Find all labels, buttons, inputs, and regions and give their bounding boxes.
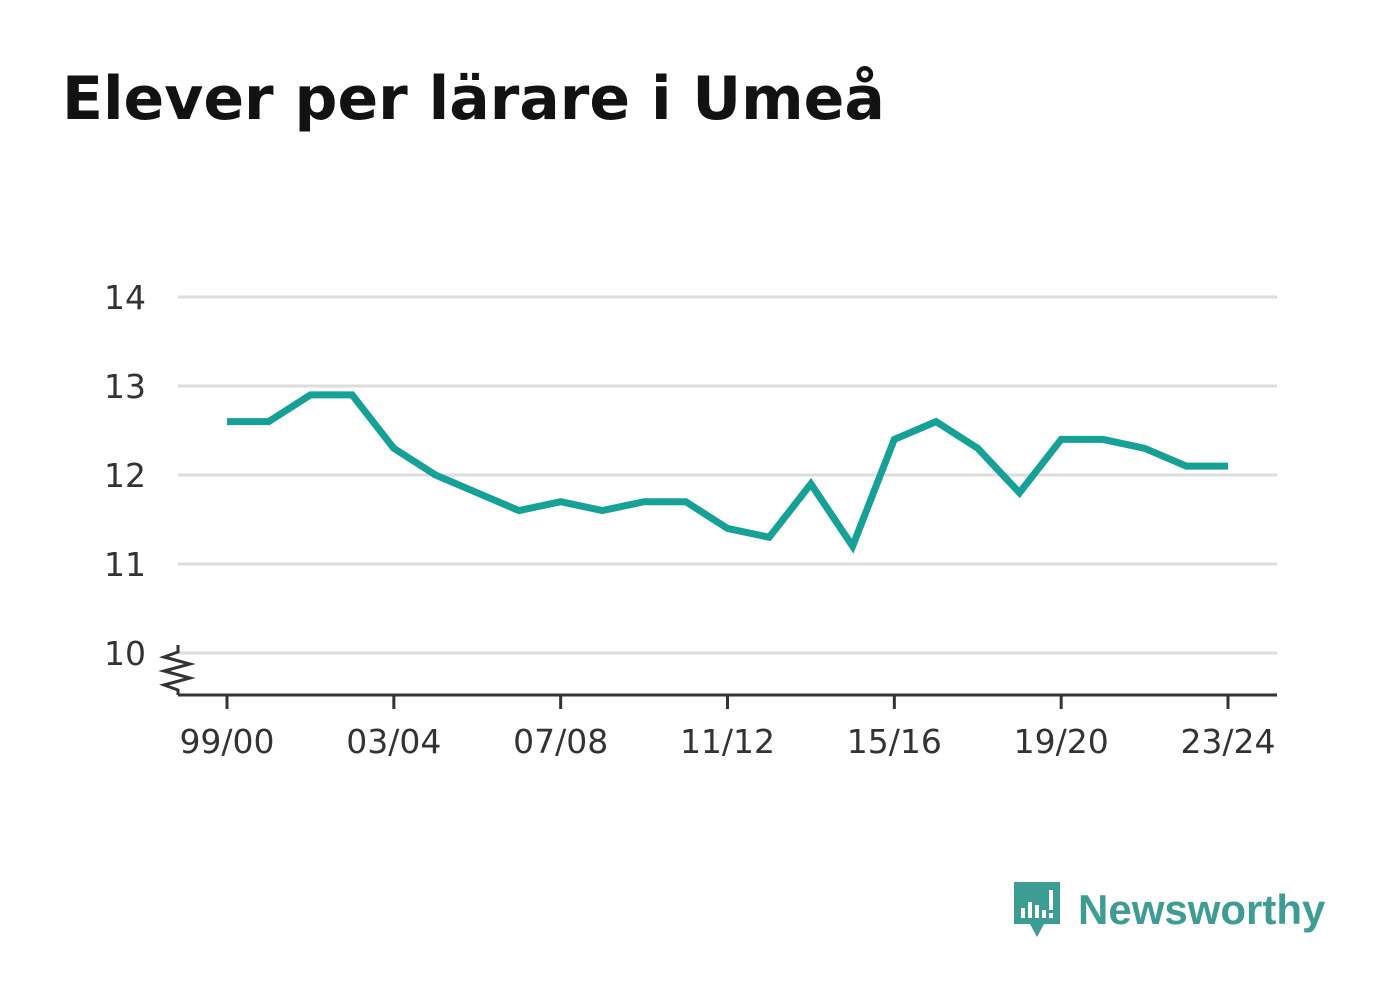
series-line-0 — [227, 391, 1228, 554]
x-tick-label: 07/08 — [513, 722, 608, 761]
x-tick-label: 19/20 — [1014, 722, 1109, 761]
x-tick-label: 99/00 — [179, 722, 274, 761]
x-tick-label: 03/04 — [346, 722, 441, 761]
x-tick-label: 11/12 — [680, 722, 775, 761]
x-tick-label: 15/16 — [847, 722, 942, 761]
y-axis-break — [158, 645, 196, 695]
y-tick-label: 14 — [104, 278, 146, 317]
grid-lines — [178, 295, 1277, 655]
y-tick-label: 11 — [104, 545, 146, 584]
brand-name: Newsworthy — [1078, 886, 1326, 933]
x-tick-label: 23/24 — [1180, 722, 1275, 761]
newsworthy-logo: Newsworthy — [1012, 880, 1325, 940]
y-tick-label: 13 — [104, 367, 146, 406]
chart-title: Elever per lärare i Umeå — [62, 64, 885, 134]
x-axis-ticks: 99/00 03/04 07/08 11/12 15/16 19/20 23/24 — [179, 695, 1276, 761]
y-axis-ticks: 10 11 12 13 14 — [104, 278, 146, 673]
series-lines — [227, 391, 1228, 554]
y-tick-label: 12 — [104, 456, 146, 495]
y-tick-label: 10 — [104, 634, 146, 673]
newsworthy-logo-icon — [1014, 882, 1060, 937]
